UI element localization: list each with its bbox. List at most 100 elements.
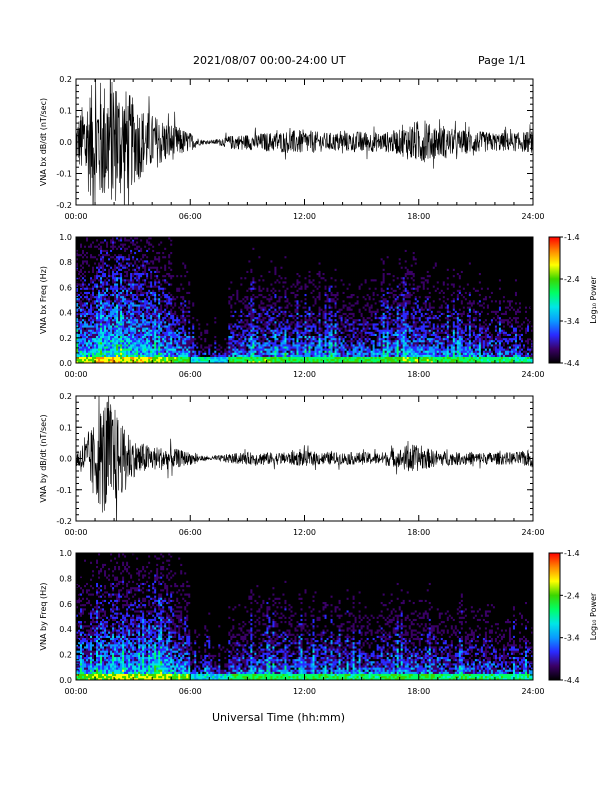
spectrogram-cell bbox=[120, 300, 123, 303]
spectrogram-cell bbox=[162, 300, 165, 303]
spectrogram-cell bbox=[92, 287, 95, 290]
spectrogram-cell bbox=[234, 321, 237, 324]
spectrogram-cell bbox=[138, 295, 141, 299]
spectrogram-cell bbox=[128, 321, 131, 324]
spectrogram-cell bbox=[170, 295, 173, 299]
spectrogram-cell bbox=[112, 260, 115, 263]
spectrogram-cell bbox=[166, 264, 169, 267]
spectrogram-cell bbox=[164, 251, 167, 255]
spectrogram-cell bbox=[132, 295, 135, 299]
spectrogram-cell bbox=[126, 255, 129, 259]
spectrogram-cell bbox=[78, 348, 81, 351]
spectrogram-cell bbox=[220, 245, 223, 248]
spectrogram-cell bbox=[188, 348, 191, 351]
spectrogram-cell bbox=[152, 323, 155, 326]
spectrogram-cell bbox=[170, 241, 173, 244]
spectrogram-cell bbox=[134, 323, 137, 326]
spectrogram-cell bbox=[182, 295, 185, 299]
spectrogram-cell bbox=[116, 352, 119, 355]
spectrogram-cell bbox=[202, 321, 205, 324]
spectrogram-cell bbox=[136, 321, 139, 324]
spectrogram-cell bbox=[96, 358, 99, 362]
spectrogram-cell bbox=[188, 335, 191, 339]
spectrogram-cell bbox=[202, 304, 205, 307]
spectrogram-cell bbox=[114, 258, 117, 261]
spectrogram-cell bbox=[98, 285, 101, 288]
spectrogram-cell bbox=[116, 339, 119, 343]
spectrogram-cell bbox=[156, 325, 159, 328]
spectrogram-cell bbox=[174, 276, 177, 280]
spectrogram-cell bbox=[110, 243, 113, 246]
spectrogram-cell bbox=[176, 356, 179, 360]
spectrogram-cell bbox=[232, 308, 235, 311]
spectrogram-cell bbox=[150, 293, 153, 297]
spectrogram-cell bbox=[220, 274, 223, 278]
spectrogram-cell bbox=[168, 333, 171, 336]
spectrogram-cell bbox=[82, 251, 85, 255]
spectrogram-cell bbox=[128, 268, 131, 271]
spectrogram-cell bbox=[80, 360, 83, 364]
spectrogram-cell bbox=[138, 335, 141, 339]
spectrogram-cell bbox=[76, 262, 79, 265]
spectrogram-cell bbox=[156, 342, 159, 345]
spectrogram-cell bbox=[162, 344, 165, 347]
spectrogram-cell bbox=[114, 293, 117, 297]
spectrogram-cell bbox=[76, 293, 79, 297]
spectrogram-cell bbox=[88, 356, 91, 360]
spectrogram-cell bbox=[144, 239, 147, 242]
spectrogram-cell bbox=[164, 323, 167, 326]
spectrogram-cell bbox=[232, 281, 235, 284]
spectrogram-cell bbox=[106, 260, 109, 263]
spectrogram-cell bbox=[206, 325, 209, 328]
spectrogram-cell bbox=[80, 251, 83, 255]
spectrogram-cell bbox=[194, 312, 197, 315]
spectrogram-cell bbox=[78, 300, 81, 303]
spectrogram-cell bbox=[140, 312, 143, 315]
spectrogram-cell bbox=[120, 253, 123, 257]
spectrogram-cell bbox=[174, 239, 177, 242]
spectrogram-cell bbox=[216, 260, 219, 263]
spectrogram-cell bbox=[188, 258, 191, 261]
spectrogram-cell bbox=[132, 308, 135, 311]
y-tick-label: -0.1 bbox=[56, 170, 72, 179]
spectrogram-cell bbox=[186, 304, 189, 307]
spectrogram-cell bbox=[158, 266, 161, 269]
spectrogram-cell bbox=[94, 354, 97, 357]
spectrogram-cell bbox=[148, 339, 151, 343]
spectrogram-cell bbox=[206, 333, 209, 336]
spectrogram-cell bbox=[162, 304, 165, 307]
spectrogram-cell bbox=[128, 289, 131, 292]
spectrogram-cell bbox=[180, 245, 183, 248]
spectrogram-cell bbox=[166, 316, 169, 320]
spectrogram-cell bbox=[118, 291, 121, 294]
spectrogram-cell bbox=[146, 308, 149, 311]
spectrogram-cell bbox=[126, 346, 129, 349]
spectrogram-cell bbox=[228, 306, 231, 309]
spectrogram-cell bbox=[196, 321, 199, 324]
spectrogram-cell bbox=[182, 302, 185, 305]
spectrogram-cell bbox=[152, 354, 155, 357]
spectrogram-cell bbox=[228, 239, 231, 242]
spectrogram-cell bbox=[88, 251, 91, 255]
spectrogram-cell bbox=[88, 266, 91, 269]
spectrogram-cell bbox=[234, 354, 237, 357]
spectrogram-cell bbox=[208, 276, 211, 280]
spectrogram-cell bbox=[212, 321, 215, 324]
spectrogram-cell bbox=[164, 255, 167, 259]
spectrogram-cell bbox=[106, 346, 109, 349]
spectrogram-cell bbox=[220, 300, 223, 303]
spectrogram-cell bbox=[130, 348, 133, 351]
spectrogram-cell bbox=[224, 287, 227, 290]
spectrogram-cell bbox=[192, 247, 195, 250]
spectrogram-cell bbox=[86, 253, 89, 257]
spectrogram-cell bbox=[138, 260, 141, 263]
spectrogram-cell bbox=[174, 241, 177, 244]
spectrogram-cell bbox=[98, 268, 101, 271]
spectrogram-cell bbox=[84, 310, 87, 313]
spectrogram-cell bbox=[82, 243, 85, 246]
spectrogram-cell bbox=[170, 333, 173, 336]
spectrogram-cell bbox=[124, 249, 127, 252]
spectrogram-cell bbox=[80, 258, 83, 261]
spectrogram-cell bbox=[168, 289, 171, 292]
spectrogram-cell bbox=[230, 333, 233, 336]
